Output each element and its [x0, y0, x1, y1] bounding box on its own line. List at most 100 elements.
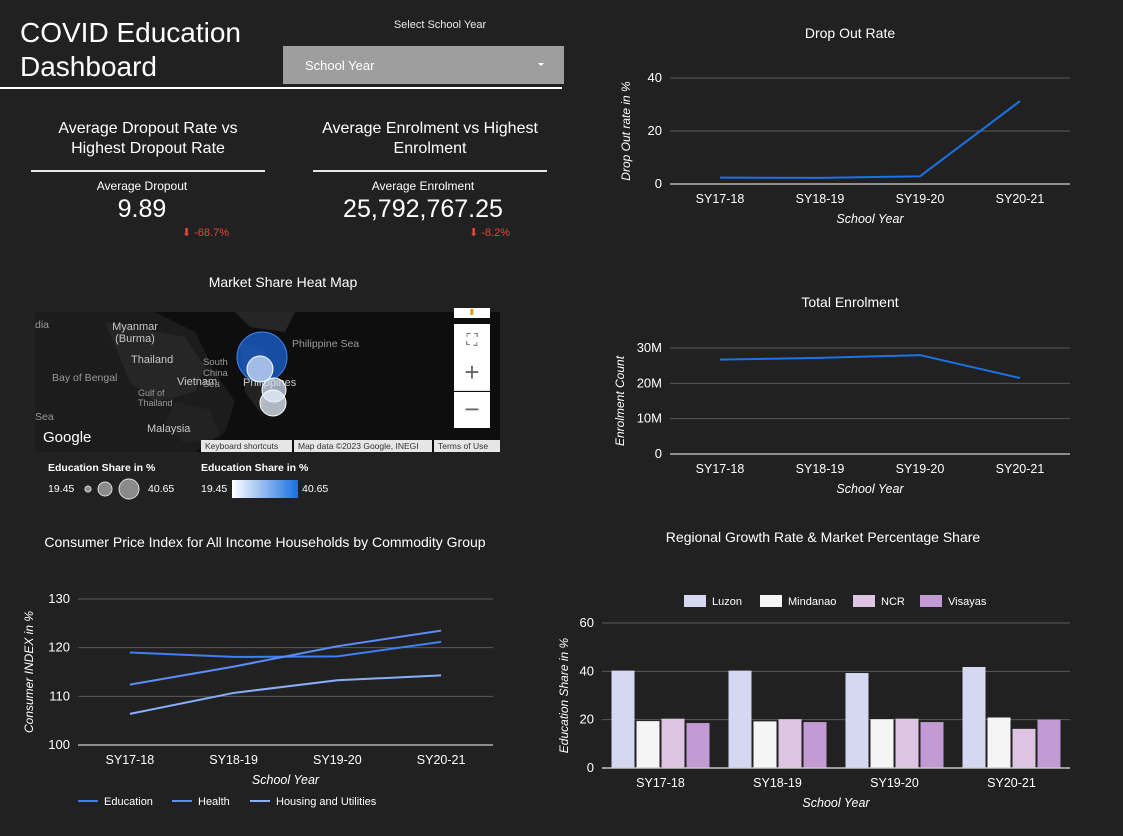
- legend-label: Visayas: [948, 596, 987, 608]
- series-line: [129, 629, 442, 686]
- x-axis-label: School Year: [836, 212, 904, 226]
- map-bubble[interactable]: [246, 355, 274, 383]
- legend-label: Luzon: [712, 596, 742, 608]
- y-tick-label: 100: [48, 737, 70, 752]
- arrow-down-icon: ⬇: [181, 227, 195, 239]
- y-axis-label: Education Share in %: [557, 637, 571, 753]
- bar: [1012, 728, 1036, 768]
- size-legend-circles: [84, 478, 140, 500]
- map-logo: Google: [43, 429, 92, 446]
- y-tick-label: 130: [48, 591, 70, 606]
- enrolment-chart-title: Total Enrolment: [801, 294, 899, 310]
- bar: [661, 718, 685, 768]
- color-legend-min: 19.45: [201, 483, 228, 495]
- y-tick-label: 20: [580, 712, 594, 727]
- enrolment-card-value: 25,792,767.25: [343, 195, 503, 223]
- y-axis-label: Drop Out rate in %: [619, 81, 633, 181]
- dropout-card-label: Average Dropout: [96, 179, 188, 193]
- map-place-label: Vietnam: [177, 376, 218, 388]
- arrow-down-icon: ⬇: [468, 227, 482, 239]
- enrolment-card-label: Average Enrolment: [371, 179, 475, 193]
- bar: [845, 673, 869, 768]
- x-tick-label: SY18-19: [209, 753, 258, 767]
- bar: [803, 722, 827, 768]
- y-tick-label: 60: [580, 615, 594, 630]
- title-divider: [0, 87, 562, 89]
- x-tick-label: SY18-19: [796, 192, 845, 206]
- legend-label: Health: [198, 796, 230, 808]
- series-line: [719, 100, 1021, 179]
- size-legend-max: 40.65: [148, 483, 175, 495]
- series-line: [129, 674, 442, 715]
- y-tick-label: 20: [648, 123, 662, 138]
- dropout-card-value: 9.89: [117, 195, 167, 223]
- map-place-label: dia: [35, 319, 50, 331]
- map-place-label: Bay of Bengal: [52, 372, 118, 384]
- map-bubble[interactable]: [259, 389, 287, 417]
- x-tick-label: SY17-18: [636, 776, 685, 790]
- keyboard-shortcuts-link[interactable]: Keyboard shortcuts: [201, 440, 292, 452]
- x-axis-label: School Year: [252, 773, 320, 787]
- x-tick-label: SY17-18: [696, 192, 745, 206]
- y-tick-label: 0: [655, 176, 662, 191]
- x-tick-label: SY20-21: [996, 192, 1045, 206]
- y-axis-label: Consumer INDEX in %: [22, 611, 36, 733]
- legend-label: Housing and Utilities: [276, 796, 377, 808]
- bar: [753, 721, 777, 768]
- map-title: Market Share Heat Map: [208, 274, 358, 290]
- cpi-line-chart: 100 110 120 130 SY17-18 SY18-19 SY19-20 SY20-21…: [22, 591, 493, 808]
- x-tick-label: SY20-21: [417, 753, 466, 767]
- bar: [1037, 719, 1061, 768]
- x-tick-label: SY18-19: [796, 462, 845, 476]
- series-line: [129, 640, 442, 658]
- school-year-dropdown[interactable]: School Year: [283, 46, 564, 84]
- map-place-label: South China Sea: [203, 357, 228, 390]
- dropout-line-chart: 0 20 40 SY17-18 SY18-19 SY19-20 SY20-21 School …: [619, 70, 1070, 226]
- map-bubbles: [236, 331, 288, 417]
- zoom-in-icon[interactable]: +: [454, 355, 490, 391]
- legend-label: NCR: [881, 596, 905, 608]
- terms-of-use-link[interactable]: Terms of Use: [434, 440, 500, 452]
- zoom-out-icon[interactable]: −: [454, 392, 490, 428]
- x-tick-label: SY19-20: [896, 462, 945, 476]
- map-place-label: Sea: [35, 411, 54, 423]
- y-tick-label: 110: [49, 688, 70, 703]
- legend-swatch: [920, 595, 942, 607]
- enrolment-card-divider: [313, 170, 547, 172]
- color-legend-title: Education Share in %: [201, 462, 309, 474]
- dropout-chart-title: Drop Out Rate: [804, 25, 896, 41]
- cpi-chart-title: Consumer Price Index for All Income Hous…: [44, 534, 486, 550]
- x-tick-label: SY19-20: [313, 753, 362, 767]
- regional-bar-chart: 0 20 40 60 SY17-18 SY18-19 SY19-20 SY20-21 Schoo…: [557, 595, 1070, 810]
- map-place-label: Thailand: [131, 354, 174, 366]
- y-tick-label: 30M: [637, 340, 662, 355]
- map-place-label: Gulf of Thailand: [138, 388, 173, 408]
- x-tick-label: SY17-18: [106, 753, 155, 767]
- x-tick-label: SY19-20: [870, 776, 919, 790]
- series-line: [719, 354, 1021, 380]
- legend-swatch: [760, 595, 782, 607]
- x-tick-label: SY20-21: [996, 462, 1045, 476]
- y-tick-label: 20M: [637, 375, 662, 390]
- bar: [920, 722, 944, 768]
- y-axis-label: Enrolment Count: [613, 355, 627, 446]
- fullscreen-icon[interactable]: ⛶: [454, 324, 490, 358]
- y-tick-label: 0: [587, 760, 594, 775]
- bar: [895, 718, 919, 768]
- x-tick-label: SY17-18: [696, 462, 745, 476]
- bar: [987, 717, 1011, 768]
- school-year-filter-label: Select School Year: [393, 19, 487, 31]
- map-pegman-icon[interactable]: ▮: [454, 308, 490, 318]
- enrolment-line-chart: 0 10M 20M 30M SY17-18 SY18-19 SY19-20 SY20-21 Sc…: [613, 340, 1070, 496]
- bar: [778, 719, 802, 768]
- map-widget[interactable]: dia Myanmar (Burma) Thailand Bay of Beng…: [35, 312, 500, 452]
- regional-chart-title: Regional Growth Rate & Market Percentage…: [665, 529, 981, 545]
- color-legend-max: 40.65: [302, 483, 329, 495]
- y-tick-label: 40: [580, 663, 594, 678]
- legend-swatch: [684, 595, 706, 607]
- y-tick-label: 10M: [637, 411, 662, 426]
- dropout-card-divider: [31, 170, 265, 172]
- map-place-label: Philippine Sea: [292, 338, 360, 350]
- dropout-card-delta: ⬇ -68.7%: [181, 227, 229, 239]
- enrolment-card-title: Average Enrolment vs Highest Enrolment: [322, 120, 538, 157]
